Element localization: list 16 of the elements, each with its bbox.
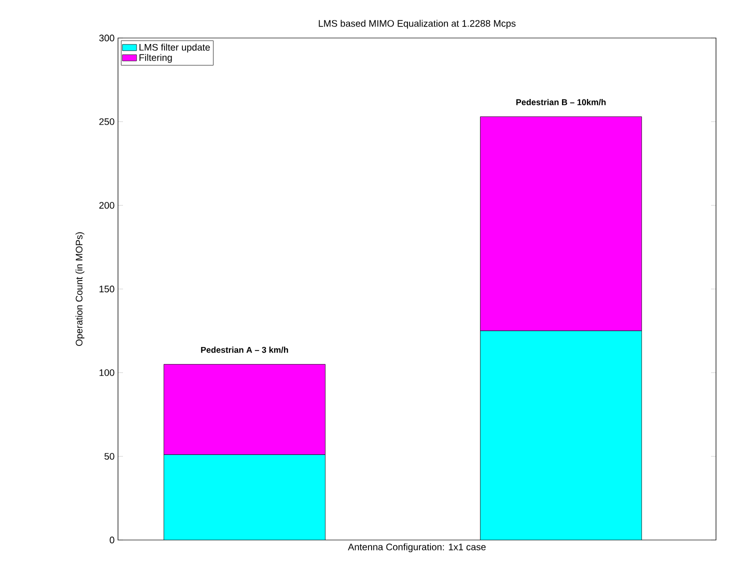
chart-title: LMS based MIMO Equalization at 1.2288 Mcps	[318, 20, 516, 29]
annotation: Pedestrian A – 3 km/h	[201, 346, 288, 353]
y-tick-label: 250	[99, 118, 114, 126]
y-axis-title: Operation Count (in MOPs)	[76, 232, 84, 346]
y-tick-label: 300	[99, 34, 114, 42]
legend-label: Filtering	[140, 54, 172, 63]
y-tick-label: 100	[100, 369, 114, 376]
y-tick-label: 200	[99, 202, 114, 209]
y-tick-label: 150	[100, 286, 114, 292]
x-axis-title: Antenna Configuration: 1x1 case	[348, 543, 486, 552]
bar	[164, 454, 326, 540]
annotation: Pedestrian B – 10km/h	[516, 98, 606, 106]
legend-label: LMS filter update	[140, 44, 210, 53]
y-tick-label: 50	[104, 452, 114, 460]
y-tick-label: 0	[110, 536, 114, 544]
bar	[480, 330, 642, 540]
